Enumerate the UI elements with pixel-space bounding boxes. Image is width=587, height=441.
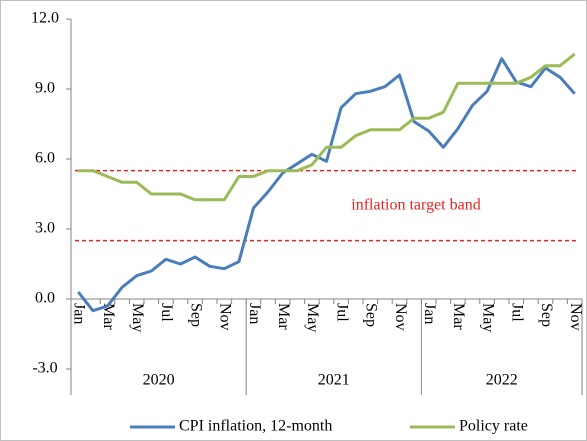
x-tick-label: May [129, 303, 146, 332]
x-tick-label: Jan [246, 303, 263, 324]
x-tick-label: Jul [509, 303, 526, 322]
x-tick-label: Mar [100, 303, 117, 330]
series-line [77, 57, 576, 313]
x-tick-label: Nov [567, 303, 584, 331]
x-tick-label: Jan [71, 303, 88, 324]
group-label: 2021 [318, 372, 350, 389]
y-tick-label: -3.0 [32, 360, 57, 377]
x-tick-label: Jul [158, 303, 175, 322]
y-tick-label: 0.0 [35, 290, 55, 307]
x-tick-label: Sep [538, 303, 555, 327]
x-tick-label: Sep [187, 303, 204, 327]
series-line [78, 52, 576, 202]
group-label: 2022 [486, 372, 518, 389]
annotation: inflation target band [351, 196, 480, 213]
y-tick-label: 3.0 [35, 220, 55, 237]
x-tick-label: Jul [333, 303, 350, 322]
x-tick-label: Sep [363, 303, 380, 327]
group-label: 2020 [143, 372, 175, 389]
x-tick-label: Nov [217, 303, 234, 331]
y-tick-label: 12.0 [31, 10, 59, 27]
y-tick-label: 6.0 [35, 150, 55, 167]
x-tick-label: Nov [392, 303, 409, 331]
legend-label: Policy rate [459, 418, 528, 435]
x-tick-label: May [479, 303, 496, 332]
x-tick-label: Mar [450, 303, 467, 330]
legend-label: CPI inflation, 12-month [179, 418, 332, 435]
x-tick-label: May [304, 303, 321, 332]
y-tick-label: 9.0 [35, 80, 55, 97]
x-tick-label: Jan [421, 303, 438, 324]
x-tick-label: Mar [275, 303, 292, 330]
